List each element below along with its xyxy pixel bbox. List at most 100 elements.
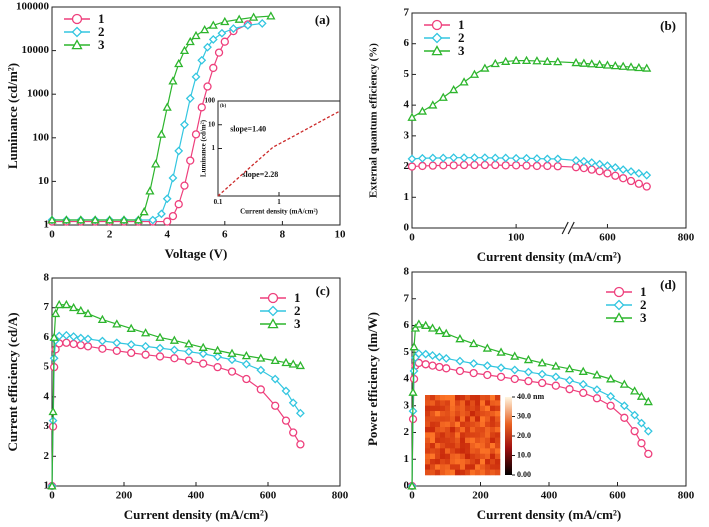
marker xyxy=(76,215,86,224)
marker xyxy=(606,374,616,383)
marker xyxy=(54,331,64,341)
afm-pixel xyxy=(470,405,476,412)
legend-label: 3 xyxy=(98,37,105,52)
marker xyxy=(579,156,589,166)
afm-pixel xyxy=(430,416,436,422)
marker xyxy=(112,338,122,348)
marker xyxy=(449,161,458,170)
marker xyxy=(271,401,280,410)
marker xyxy=(212,345,223,354)
afm-pixel xyxy=(490,432,496,438)
y-tick-label: 1 xyxy=(212,144,216,152)
marker xyxy=(191,130,201,139)
marker xyxy=(208,35,218,44)
marker xyxy=(157,209,166,219)
marker xyxy=(427,323,438,332)
marker xyxy=(408,387,418,396)
marker xyxy=(441,328,451,337)
afm-pixel xyxy=(445,437,451,444)
marker xyxy=(98,344,107,353)
y-tick-label: 2 xyxy=(44,450,50,462)
y-tick-label: 1 xyxy=(404,453,410,465)
afm-pixel xyxy=(435,405,441,412)
marker xyxy=(634,179,644,188)
marker xyxy=(469,359,479,368)
afm-pixel xyxy=(495,464,501,470)
afm-pixel xyxy=(495,448,501,454)
afm-pixel xyxy=(450,432,456,438)
marker xyxy=(571,156,581,165)
marker xyxy=(184,356,193,365)
afm-pixel xyxy=(425,421,431,428)
marker xyxy=(257,19,267,28)
afm-pixel xyxy=(450,448,456,454)
marker xyxy=(428,153,438,163)
marker xyxy=(470,160,479,170)
afm-pixel xyxy=(455,421,461,428)
marker xyxy=(97,336,107,346)
afm-pixel xyxy=(485,448,491,454)
marker xyxy=(524,367,533,377)
afm-pixel xyxy=(490,427,496,433)
marker xyxy=(68,302,79,312)
y-axis-title: Current efficiency (cd/A) xyxy=(5,312,20,451)
afm-pixel xyxy=(425,427,431,433)
afm-pixel xyxy=(480,437,486,444)
y-axis-title: Power efficiency (lm/W) xyxy=(365,312,380,446)
x-tick-label: 4 xyxy=(164,228,170,240)
afm-pixel xyxy=(460,443,466,449)
y-tick-label: 1 xyxy=(44,219,50,231)
marker xyxy=(449,84,459,94)
afm-pixel xyxy=(440,448,446,454)
marker xyxy=(431,45,443,56)
marker xyxy=(542,154,552,164)
colorbar-tick-label: 40.0 nm xyxy=(517,392,544,401)
marker xyxy=(49,332,59,341)
afm-pixel xyxy=(440,437,446,444)
afm-pixel xyxy=(455,437,461,444)
marker xyxy=(571,163,581,172)
axis-break-gap xyxy=(564,222,573,234)
x-tick-label: 200 xyxy=(472,489,489,501)
y-tick-label: 100000 xyxy=(16,1,50,13)
x-tick-label: 600 xyxy=(260,489,277,501)
marker xyxy=(634,62,644,72)
afm-pixel xyxy=(485,469,491,476)
marker xyxy=(595,159,605,169)
marker xyxy=(496,363,506,373)
marker xyxy=(428,361,437,370)
marker xyxy=(442,364,451,373)
legend-label: 2 xyxy=(640,297,647,312)
marker xyxy=(578,379,588,389)
afm-pixel xyxy=(495,421,501,428)
afm-pixel xyxy=(440,416,446,422)
x-tick-label: 800 xyxy=(332,489,349,501)
x-tick-label: 8 xyxy=(280,228,286,240)
afm-pixel xyxy=(445,448,451,454)
afm-pixel xyxy=(425,416,431,422)
marker xyxy=(170,354,179,363)
marker xyxy=(71,26,83,38)
marker xyxy=(417,106,428,115)
afm-pixel xyxy=(465,405,471,412)
x-axis-title: Current density (mA/cm²) xyxy=(477,507,621,522)
marker xyxy=(565,375,574,385)
marker xyxy=(227,348,237,357)
marker xyxy=(630,427,639,436)
legend-label: 3 xyxy=(640,310,647,325)
panel-label: (a) xyxy=(315,12,330,27)
afm-pixel xyxy=(475,427,481,433)
marker xyxy=(281,416,291,425)
legend-label: 1 xyxy=(640,284,647,299)
afm-pixel xyxy=(495,395,501,401)
afm-pixel xyxy=(460,437,466,444)
marker xyxy=(288,359,298,368)
afm-pixel xyxy=(430,395,436,401)
marker xyxy=(69,339,78,349)
marker xyxy=(611,171,620,180)
colorbar-tick-label: 0.00 xyxy=(517,470,531,479)
marker xyxy=(163,217,172,226)
legend-label: 2 xyxy=(98,24,105,39)
afm-pixel xyxy=(450,421,456,428)
legend-label: 3 xyxy=(458,43,465,58)
